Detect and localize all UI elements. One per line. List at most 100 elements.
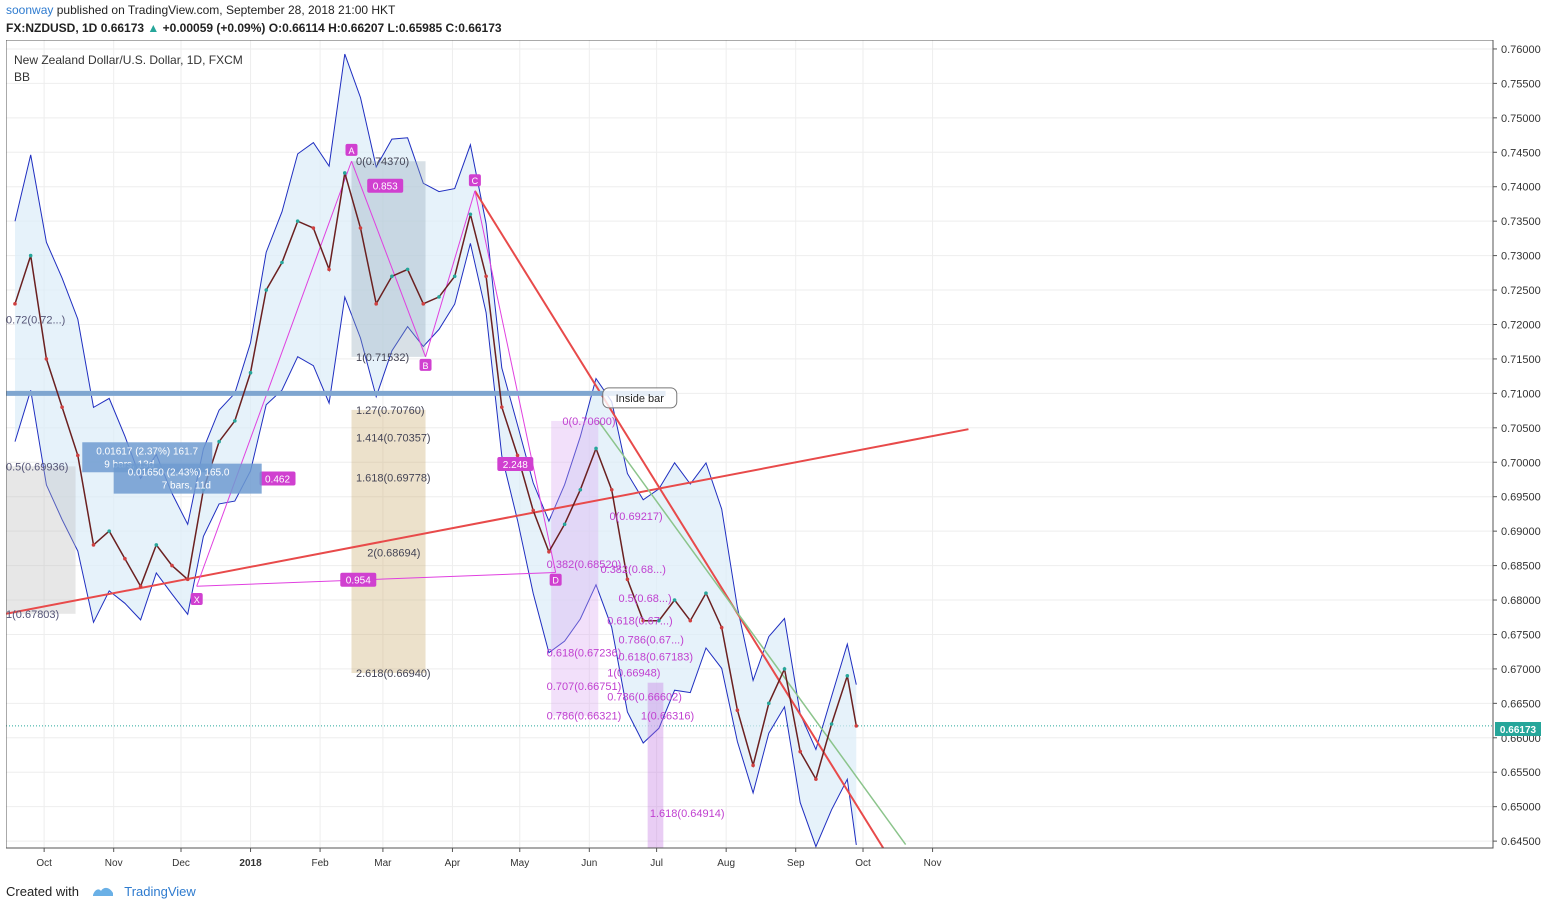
price-point xyxy=(452,274,457,279)
price-point xyxy=(170,563,174,568)
x-tick-label: Aug xyxy=(717,858,735,869)
fib-level-label: 0.618(0.67...) xyxy=(607,616,672,628)
fib-level-label: 0.5(0.69936) xyxy=(6,461,68,473)
x-tick-label: Mar xyxy=(374,858,392,869)
ratio-label: 0.853 xyxy=(373,182,398,193)
y-tick-label: 0.68500 xyxy=(1501,561,1541,573)
fib-level-label: 2.618(0.66940) xyxy=(356,668,431,680)
x-tick-label: Oct xyxy=(855,858,871,869)
current-price-tag xyxy=(1495,722,1541,736)
price-point xyxy=(358,226,363,230)
y-tick-label: 0.65500 xyxy=(1501,767,1541,779)
ratio-badge xyxy=(497,457,534,472)
price-point xyxy=(390,274,394,279)
price-point xyxy=(798,749,802,754)
fib-level-label: 0.786(0.66321) xyxy=(547,711,622,723)
fib-zone-left xyxy=(6,466,76,614)
x-tick-label: Sep xyxy=(787,858,805,869)
price-point xyxy=(311,226,316,230)
y-tick-label: 0.73000 xyxy=(1501,251,1541,263)
price-point xyxy=(625,577,630,582)
price-point xyxy=(280,260,284,265)
fib-level-label: 0.707(0.66751) xyxy=(547,681,622,693)
price-point xyxy=(657,618,661,623)
bb-fill xyxy=(15,54,857,847)
x-tick-label: Feb xyxy=(311,858,329,869)
fib-level-label: 0.786(0.66602) xyxy=(607,691,682,703)
measure-text: 0.01617 (2.37%) 161.7 xyxy=(96,446,198,457)
price-point xyxy=(13,302,17,306)
price-axis[interactable]: 0.76000 0.75500 0.75000 0.74500 0.74000 0.735… xyxy=(1493,44,1541,848)
fib-level-label: 0.382(0.68...) xyxy=(601,564,666,576)
publish-info: soonway published on TradingView.com, Se… xyxy=(6,3,395,17)
drawing-lines xyxy=(5,161,969,849)
y-tick-label: 0.69000 xyxy=(1501,526,1541,538)
chart-title: New Zealand Dollar/U.S. Dollar, 1D, FXCM xyxy=(14,53,243,67)
price-point xyxy=(735,708,740,713)
pattern-point-badge xyxy=(468,174,481,187)
x-tick-label: May xyxy=(510,858,529,869)
price-point xyxy=(854,724,859,728)
price-point xyxy=(327,267,331,272)
fib-level-label: 1.618(0.69778) xyxy=(356,472,431,484)
price-point xyxy=(374,302,378,306)
measure-text: 0.01650 (2.43%) 165.0 xyxy=(128,468,230,479)
pattern-point-badge xyxy=(549,573,562,586)
price-point xyxy=(185,577,190,582)
price-point xyxy=(233,419,237,423)
price-point xyxy=(342,171,347,175)
y-tick-label: 0.71500 xyxy=(1501,354,1541,366)
y-tick-label: 0.67000 xyxy=(1501,664,1541,676)
fib-level-label: 0.5(0.68...) xyxy=(618,593,671,605)
price-point xyxy=(154,543,159,547)
price-chart[interactable]: 0(0.74370) 1(0.71532) 1.27(0.70760) 1.414(0… xyxy=(5,39,1544,875)
y-tick-label: 0.76000 xyxy=(1501,44,1541,56)
time-axis[interactable]: Oct Nov Dec 2018 Feb Mar Apr May Jun Jul Aug Sep Oct… xyxy=(36,848,941,869)
chart-area[interactable]: 0(0.74370) 1(0.71532) 1.27(0.70760) 1.414(0… xyxy=(5,39,1544,875)
fib-level-label: 1.27(0.70760) xyxy=(356,405,425,417)
price-point xyxy=(562,522,567,527)
price-point xyxy=(123,556,127,561)
x-tick-label: Apr xyxy=(445,858,461,869)
ratio-label: 2.248 xyxy=(503,460,528,471)
price-point xyxy=(484,274,488,279)
x-tick-label: Jul xyxy=(650,858,663,869)
pattern-point-label: D xyxy=(552,576,559,586)
tradingview-link[interactable]: TradingView xyxy=(124,884,196,899)
price-point xyxy=(531,508,536,513)
fib-zone-ext xyxy=(351,409,426,674)
measure-box-2 xyxy=(113,463,262,494)
x-tick-label: Nov xyxy=(924,858,942,869)
pattern-point-label: A xyxy=(348,146,354,156)
inside-bar-callout xyxy=(602,387,678,409)
fib-level-label: 0.618(0.67183) xyxy=(618,652,693,664)
bc-leg xyxy=(425,190,476,358)
trendline-down xyxy=(474,190,885,849)
x-tick-label: Oct xyxy=(36,858,52,869)
ratio-label: 0.462 xyxy=(265,474,290,485)
price-point xyxy=(248,370,253,375)
tradingview-logo-icon xyxy=(91,885,115,900)
symbol-info: FX:NZDUSD, 1D 0.66173 ▲ +0.00059 (+0.09%… xyxy=(6,21,502,35)
y-tick-label: 0.66500 xyxy=(1501,698,1541,710)
y-tick-label: 0.64500 xyxy=(1501,836,1541,848)
price-point xyxy=(107,529,112,533)
price-series xyxy=(13,171,859,782)
price-point xyxy=(515,453,520,458)
up-arrow-icon: ▲ xyxy=(147,21,160,35)
fib-level-label: 0.618(0.67236) xyxy=(547,647,622,659)
y-tick-label: 0.74000 xyxy=(1501,182,1541,194)
y-tick-label: 0.73500 xyxy=(1501,216,1541,228)
price-point xyxy=(845,673,850,678)
fib-level-label: 1(0.71532) xyxy=(356,352,409,364)
price-point xyxy=(405,267,410,272)
fib-zone-jul xyxy=(647,682,664,848)
ratio-badge xyxy=(259,471,296,486)
price-point xyxy=(468,212,473,217)
author-link[interactable]: soonway xyxy=(6,3,54,17)
fib-level-label: 0(0.69217) xyxy=(610,511,663,523)
price-point xyxy=(594,446,598,451)
indicator-label[interactable]: BB xyxy=(14,70,30,84)
trendline-long xyxy=(5,428,969,615)
last-price: 0.66173 xyxy=(100,21,145,35)
